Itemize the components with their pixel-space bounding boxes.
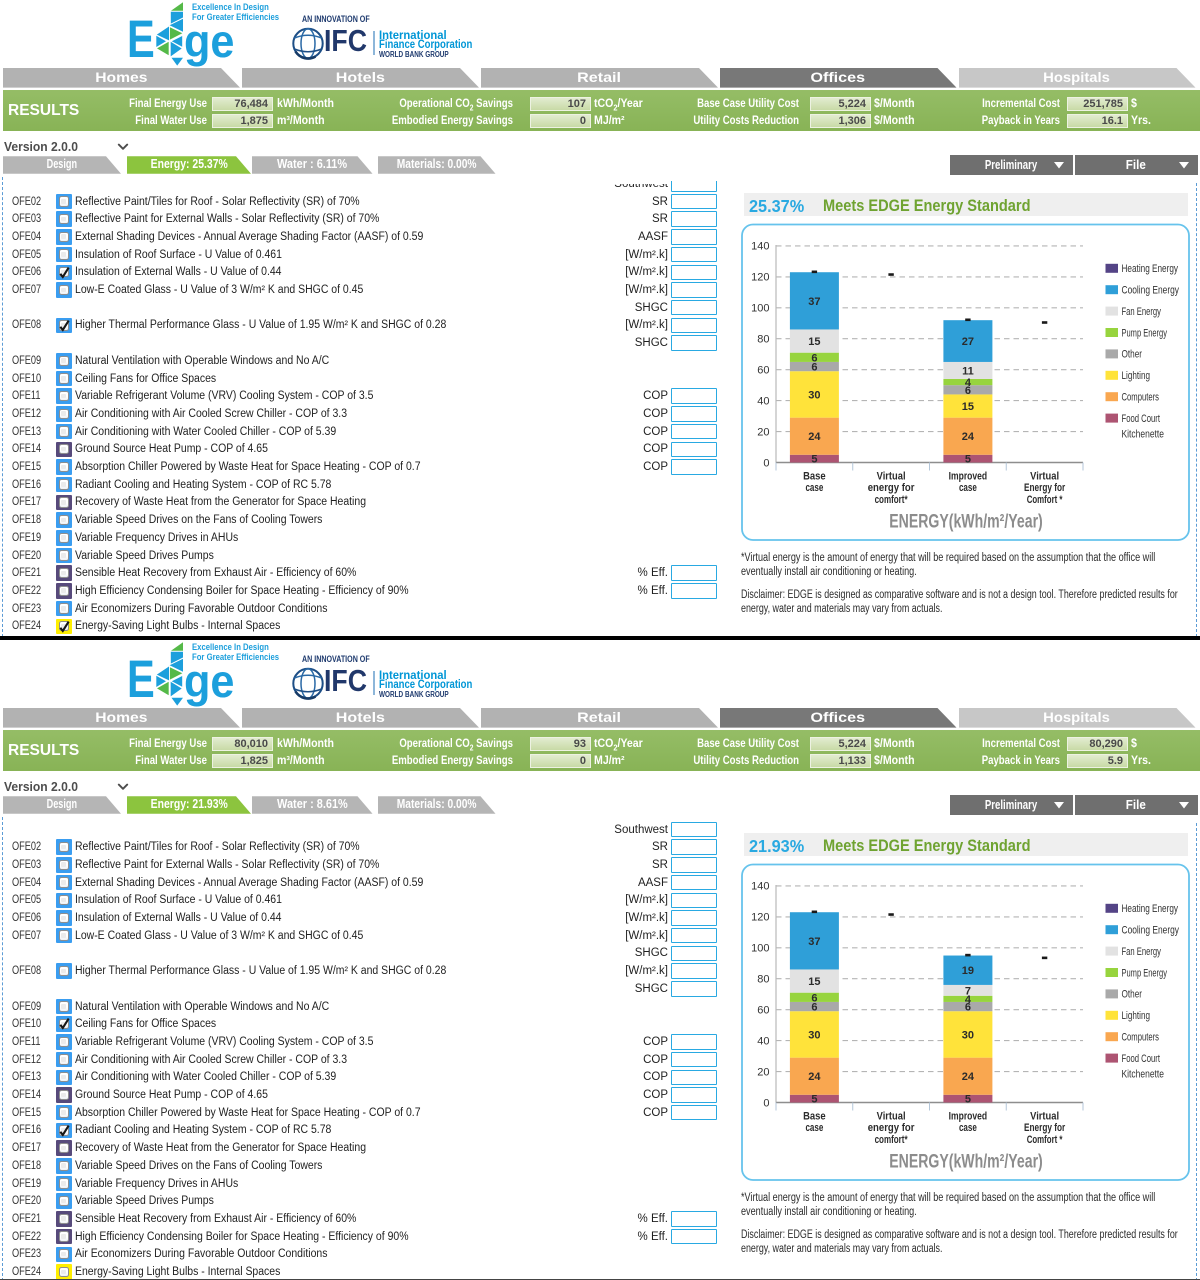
svg-text:120: 120	[751, 912, 769, 924]
svg-text:19: 19	[962, 965, 974, 977]
svg-text:Cooling Energy: Cooling Energy	[1122, 285, 1180, 297]
svg-text:20: 20	[757, 1066, 769, 1078]
svg-text:Heating Energy: Heating Energy	[1122, 903, 1179, 915]
svg-text:4: 4	[965, 377, 972, 389]
svg-text:Lighting: Lighting	[1122, 1010, 1151, 1022]
svg-text:40: 40	[757, 395, 769, 407]
svg-text:60: 60	[757, 1005, 769, 1017]
svg-text:140: 140	[751, 881, 769, 893]
svg-text:5: 5	[811, 1094, 817, 1106]
svg-text:Improved: Improved	[949, 471, 988, 483]
svg-text:6: 6	[965, 385, 971, 397]
svg-text:case: case	[959, 482, 977, 494]
svg-text:5: 5	[965, 454, 971, 466]
svg-text:6: 6	[811, 1002, 817, 1014]
svg-text:24: 24	[808, 1071, 821, 1083]
svg-text:Computers: Computers	[1122, 392, 1160, 404]
svg-text:Pump Energy: Pump Energy	[1122, 967, 1168, 979]
svg-text:80: 80	[757, 334, 769, 346]
svg-text:30: 30	[808, 1029, 820, 1041]
svg-text:80: 80	[757, 974, 769, 986]
svg-text:comfort*: comfort*	[875, 494, 909, 506]
svg-text:37: 37	[808, 936, 820, 948]
svg-text:120: 120	[751, 272, 769, 284]
svg-text:Cooling Energy: Cooling Energy	[1122, 925, 1180, 937]
svg-text:6: 6	[965, 1002, 971, 1014]
svg-text:Virtual: Virtual	[1030, 1111, 1059, 1123]
svg-text:0: 0	[763, 457, 769, 469]
svg-text:30: 30	[808, 389, 820, 401]
svg-text:0: 0	[763, 1097, 769, 1109]
svg-text:27: 27	[962, 336, 974, 348]
svg-text:Virtual: Virtual	[877, 1111, 906, 1123]
svg-text:Virtual: Virtual	[1030, 471, 1059, 483]
svg-text:Comfort *: Comfort *	[1027, 494, 1063, 506]
svg-text:15: 15	[808, 976, 820, 988]
svg-text:Heating Energy: Heating Energy	[1122, 263, 1179, 275]
svg-text:6: 6	[811, 362, 817, 374]
svg-text:Kitchenette: Kitchenette	[1122, 1068, 1165, 1080]
svg-text:40: 40	[757, 1035, 769, 1047]
svg-text:Other: Other	[1122, 989, 1143, 1001]
svg-text:Base: Base	[803, 471, 826, 483]
svg-text:11: 11	[962, 366, 974, 378]
svg-text:Comfort *: Comfort *	[1027, 1134, 1063, 1146]
svg-text:Energy for: Energy for	[1024, 1122, 1066, 1134]
svg-text:comfort*: comfort*	[875, 1134, 909, 1146]
svg-text:6: 6	[811, 352, 817, 364]
svg-text:Pump Energy: Pump Energy	[1122, 327, 1168, 339]
svg-text:ENERGY(kWh/m²/Year): ENERGY(kWh/m²/Year)	[889, 1152, 1043, 1173]
svg-text:15: 15	[808, 336, 820, 348]
svg-text:Computers: Computers	[1122, 1032, 1160, 1044]
svg-text:Fan Energy: Fan Energy	[1122, 946, 1162, 958]
svg-text:60: 60	[757, 365, 769, 377]
svg-text:energy for: energy for	[868, 482, 915, 494]
svg-text:Improved: Improved	[949, 1111, 988, 1123]
svg-text:Kitchenette: Kitchenette	[1122, 428, 1165, 440]
svg-text:24: 24	[962, 431, 975, 443]
svg-text:case: case	[805, 482, 823, 494]
svg-text:100: 100	[751, 303, 769, 315]
svg-text:24: 24	[962, 1071, 975, 1083]
svg-text:Fan Energy: Fan Energy	[1122, 306, 1162, 318]
svg-text:5: 5	[811, 454, 817, 466]
svg-text:case: case	[805, 1122, 823, 1134]
svg-text:30: 30	[962, 1029, 974, 1041]
svg-text:5: 5	[965, 1094, 971, 1106]
svg-text:15: 15	[962, 401, 974, 413]
svg-text:4: 4	[965, 994, 972, 1006]
svg-text:Other: Other	[1122, 349, 1143, 361]
svg-text:ENERGY(kWh/m²/Year): ENERGY(kWh/m²/Year)	[889, 512, 1043, 533]
svg-text:Lighting: Lighting	[1122, 370, 1151, 382]
svg-text:100: 100	[751, 943, 769, 955]
svg-text:Base: Base	[803, 1111, 826, 1123]
svg-text:Virtual: Virtual	[877, 471, 906, 483]
svg-text:20: 20	[757, 426, 769, 438]
svg-text:7: 7	[965, 985, 971, 997]
svg-text:37: 37	[808, 296, 820, 308]
svg-text:case: case	[959, 1122, 977, 1134]
svg-text:Energy for: Energy for	[1024, 482, 1066, 494]
svg-text:6: 6	[811, 992, 817, 1004]
svg-text:Food Court: Food Court	[1122, 1053, 1161, 1065]
svg-text:Food Court: Food Court	[1122, 413, 1161, 425]
svg-text:24: 24	[808, 431, 821, 443]
svg-text:140: 140	[751, 241, 769, 253]
svg-text:energy for: energy for	[868, 1122, 915, 1134]
